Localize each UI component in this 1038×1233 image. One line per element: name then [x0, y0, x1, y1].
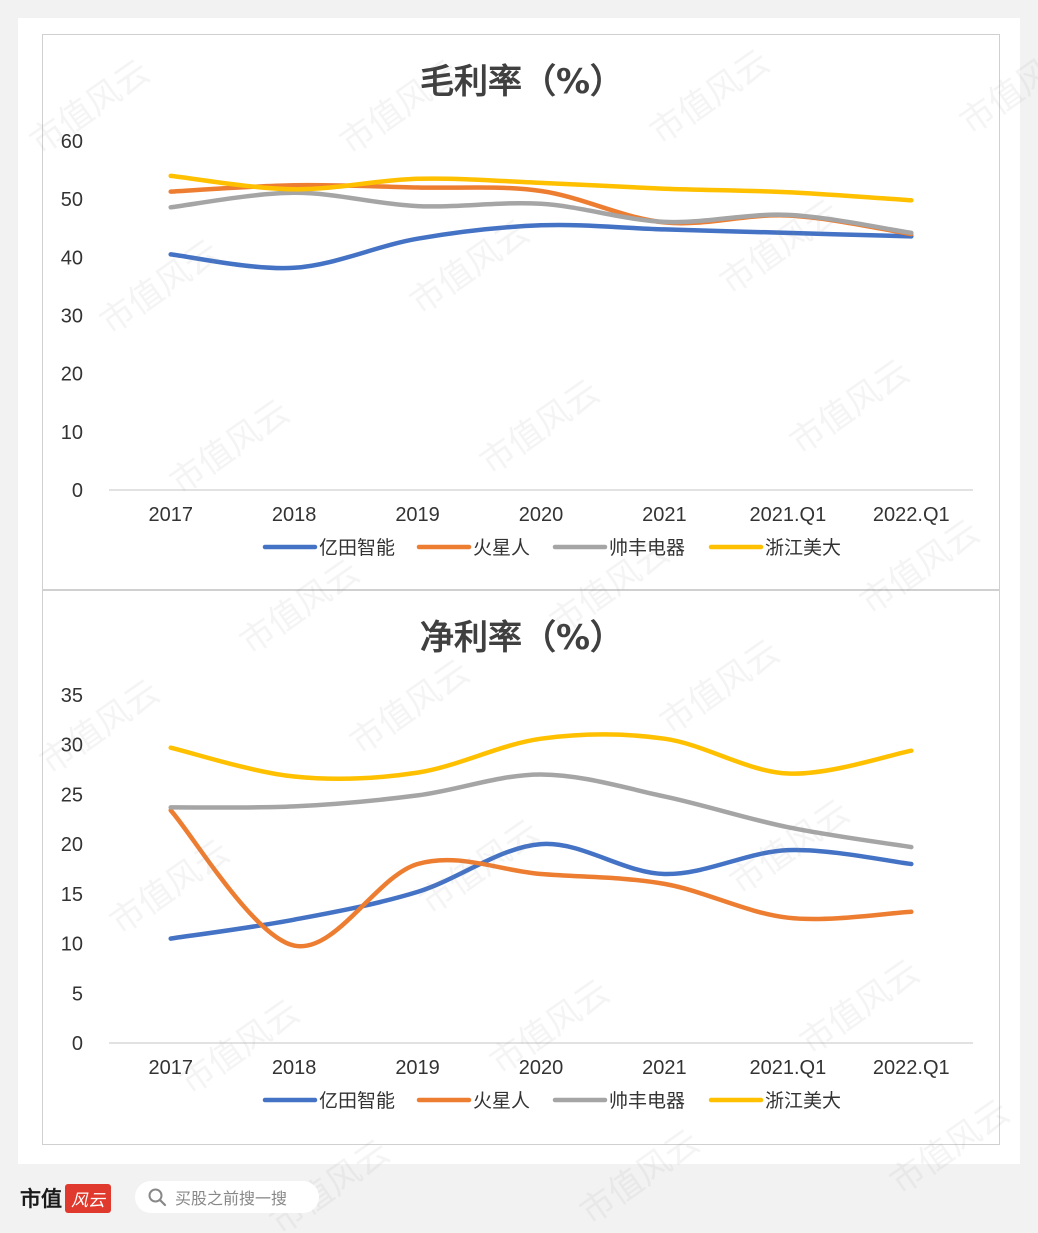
search-icon	[148, 1188, 167, 1207]
gross-margin-x-tick-label: 2020	[519, 504, 564, 526]
net-margin-x-tick-label: 2019	[395, 1057, 440, 1079]
net-margin-y-tick-label: 35	[61, 685, 83, 707]
brand-logo[interactable]: 市值 风云	[20, 1183, 111, 1213]
gross-margin-chart-title: 毛利率（%）	[420, 62, 624, 102]
net-margin-legend-label-4: 浙江美大	[765, 1090, 841, 1112]
gross-margin-x-tick-label: 2022.Q1	[873, 504, 950, 526]
net-margin-x-tick-label: 2018	[272, 1057, 317, 1079]
gross-margin-y-tick-label: 50	[61, 189, 83, 211]
gross-margin-series-line-4	[168, 173, 914, 203]
gross-margin-chart-panel: 毛利率（%） 0 10 20 30 40 50 60 2017 2018 2019 2020 2021 2…	[42, 34, 1000, 590]
gross-margin-x-tick-label: 2021	[642, 504, 687, 526]
gross-margin-legend-label-2: 火星人	[473, 537, 530, 559]
gross-margin-legend-label-4: 浙江美大	[765, 537, 841, 559]
gross-margin-legend-label-1: 亿田智能	[319, 537, 395, 559]
gross-margin-series-line-1	[168, 222, 914, 271]
gross-margin-x-tick-label: 2019	[395, 504, 440, 526]
gross-margin-y-tick-label: 30	[61, 306, 83, 328]
net-margin-series-line-2	[168, 808, 914, 949]
brand-seal: 风云	[65, 1183, 111, 1213]
net-margin-series-line-1	[168, 841, 914, 941]
net-margin-y-tick-label: 25	[61, 784, 83, 806]
net-margin-y-tick-label: 15	[61, 884, 83, 906]
footer-bar: 市值 风云 买股之前搜一搜	[0, 1164, 1038, 1233]
net-margin-series-line-4	[168, 732, 914, 782]
gross-margin-y-tick-label: 40	[61, 247, 83, 269]
net-margin-chart-title: 净利率（%）	[420, 618, 624, 658]
gross-margin-chart: 毛利率（%） 0 10 20 30 40 50 60 2017 2018 2019 2020 2021 2…	[61, 62, 973, 559]
net-margin-x-tick-label: 2020	[519, 1057, 564, 1079]
net-margin-series-line-3	[168, 772, 914, 850]
net-margin-y-tick-label: 5	[72, 983, 83, 1005]
net-margin-legend-label-1: 亿田智能	[319, 1090, 395, 1112]
net-margin-x-tick-label: 2022.Q1	[873, 1057, 950, 1079]
gross-margin-series-line-3	[168, 190, 914, 236]
net-margin-x-tick-label: 2017	[148, 1057, 193, 1079]
gross-margin-y-tick-label: 10	[61, 422, 83, 444]
gross-margin-y-tick-label: 20	[61, 364, 83, 386]
gross-margin-legend-label-3: 帅丰电器	[609, 537, 685, 559]
net-margin-y-tick-label: 0	[72, 1033, 83, 1055]
gross-margin-y-tick-label: 60	[61, 131, 83, 153]
net-margin-y-tick-label: 20	[61, 834, 83, 856]
gross-margin-x-tick-label: 2017	[148, 504, 193, 526]
gross-margin-x-tick-label: 2021.Q1	[749, 504, 826, 526]
net-margin-chart-panel: 净利率（%） 0 5 10 15 20 25 30 35 2017 2018 2019 2020 2021…	[42, 590, 1000, 1145]
net-margin-x-tick-label: 2021.Q1	[749, 1057, 826, 1079]
net-margin-x-tick-label: 2021	[642, 1057, 687, 1079]
net-margin-chart: 净利率（%） 0 5 10 15 20 25 30 35 2017 2018 2019 2020 2021…	[61, 618, 973, 1112]
net-margin-y-tick-label: 10	[61, 934, 83, 956]
gross-margin-y-tick-label: 0	[72, 480, 83, 502]
net-margin-legend-label-3: 帅丰电器	[609, 1090, 685, 1112]
search-placeholder: 买股之前搜一搜	[175, 1189, 288, 1208]
search-bar[interactable]: 买股之前搜一搜	[135, 1181, 319, 1213]
brand-text: 市值	[20, 1186, 62, 1211]
gross-margin-x-tick-label: 2018	[272, 504, 317, 526]
net-margin-y-tick-label: 30	[61, 735, 83, 757]
net-margin-legend-label-2: 火星人	[473, 1090, 530, 1112]
